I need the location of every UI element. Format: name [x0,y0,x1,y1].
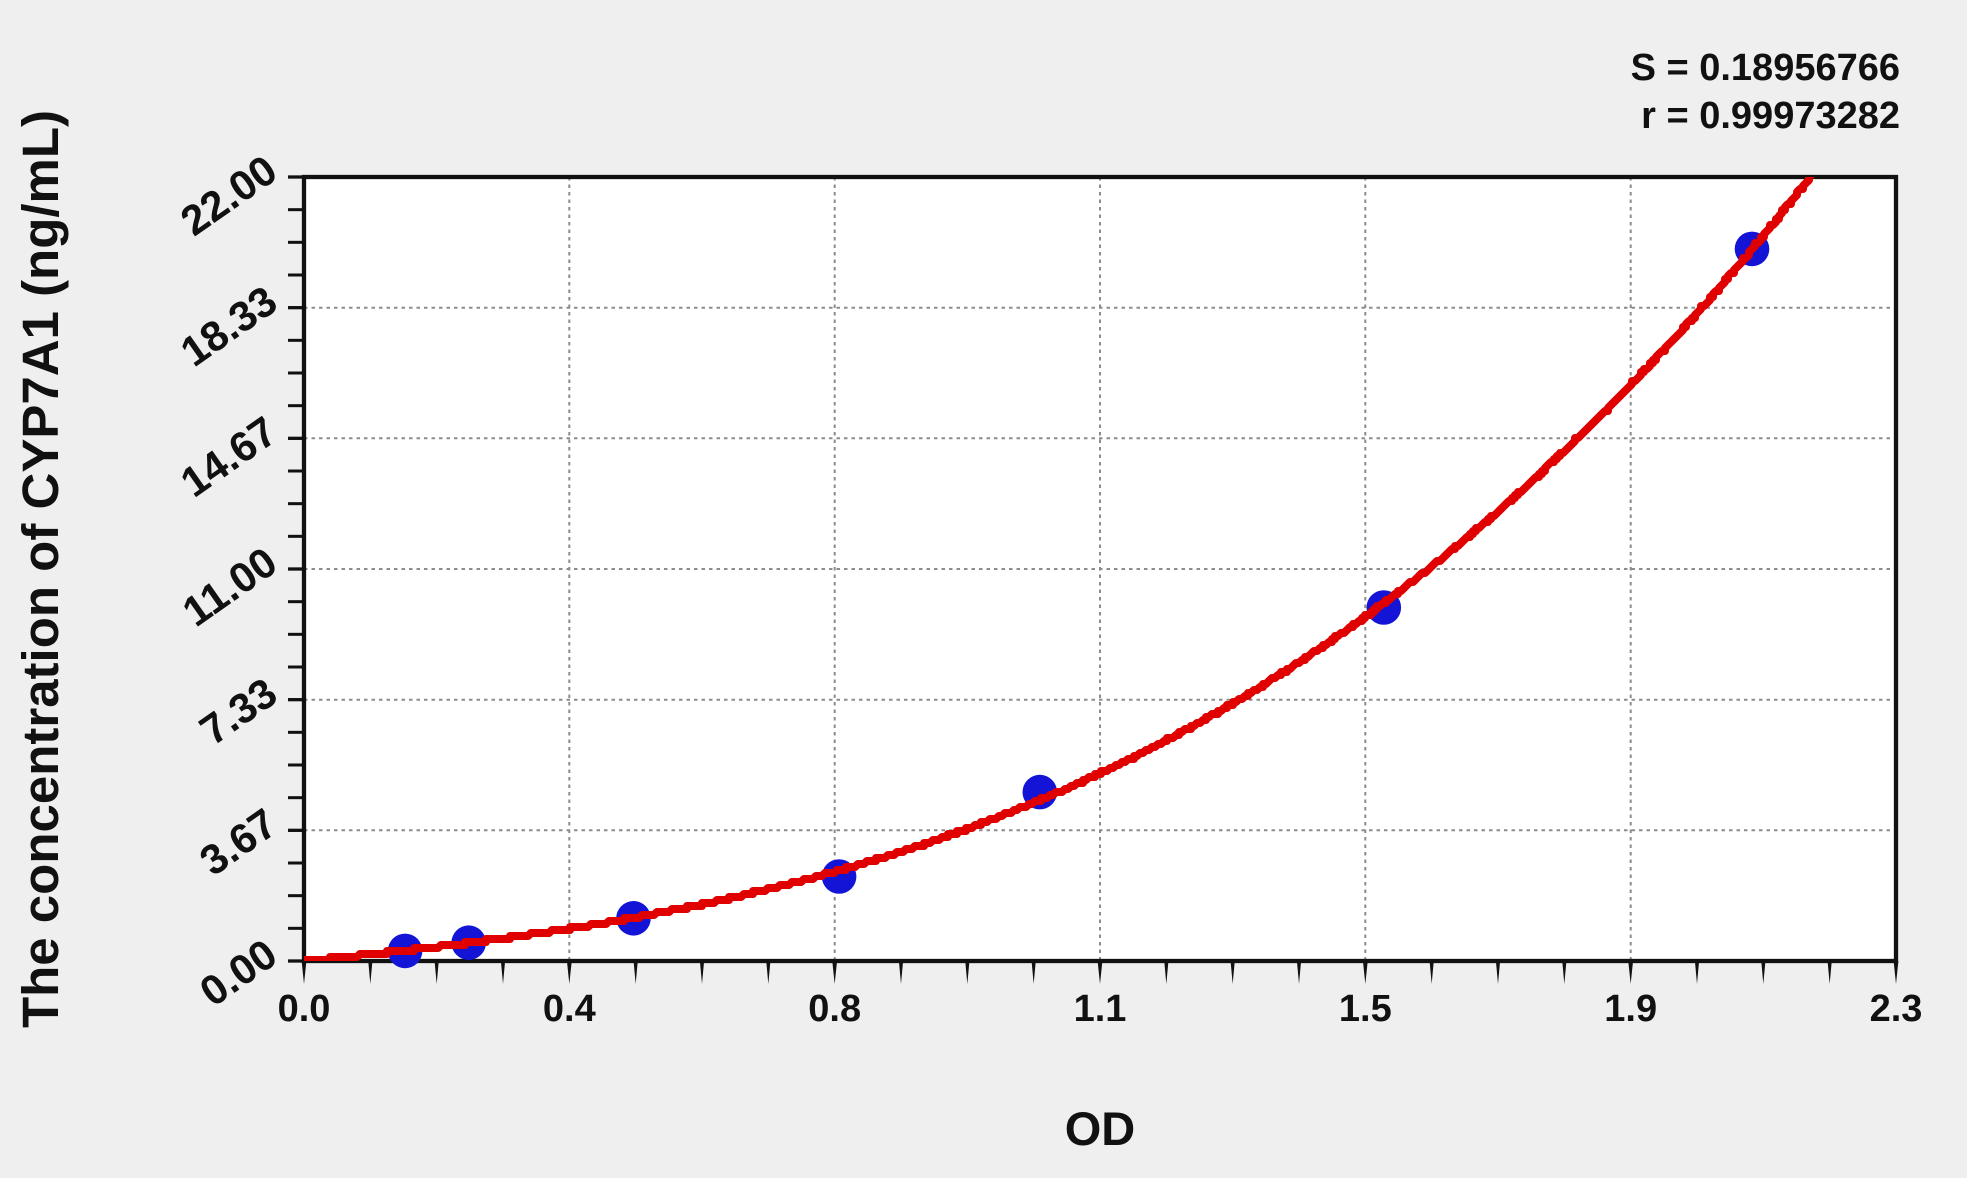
svg-text:0.0: 0.0 [278,988,331,1030]
svg-text:OD: OD [1065,1102,1136,1155]
svg-text:1.1: 1.1 [1074,988,1127,1030]
svg-text:1.5: 1.5 [1339,988,1392,1030]
svg-text:0.8: 0.8 [808,988,861,1030]
svg-text:The concentration of CYP7A1 (n: The concentration of CYP7A1 (ng/mL) [12,110,69,1028]
svg-text:S = 0.18956766: S = 0.18956766 [1631,47,1900,89]
svg-text:r = 0.99973282: r = 0.99973282 [1641,95,1900,137]
svg-text:0.4: 0.4 [543,988,596,1030]
svg-text:2.3: 2.3 [1870,988,1923,1030]
svg-text:1.9: 1.9 [1604,988,1657,1030]
